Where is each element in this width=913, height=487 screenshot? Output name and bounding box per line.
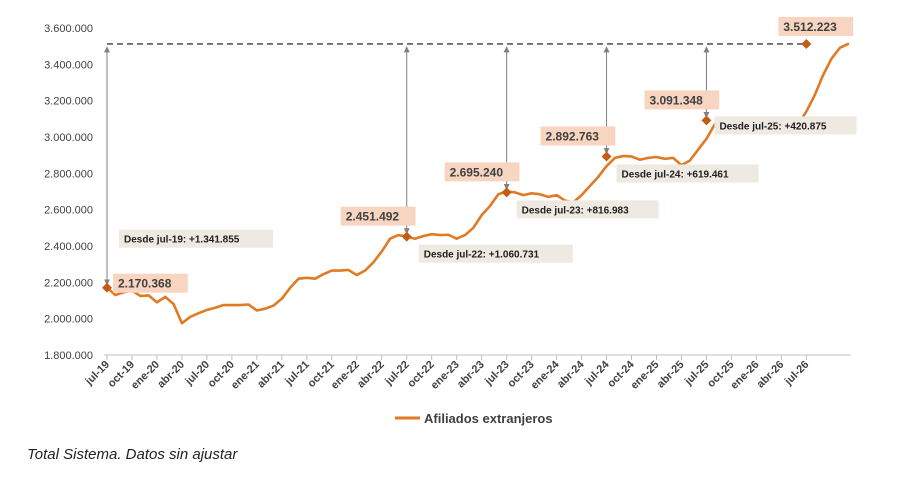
x-tick-label: abr-25 [655, 359, 687, 391]
growth-callout-bg [119, 229, 273, 248]
value-callout-bg [540, 126, 616, 146]
growth-callout-bg [516, 200, 659, 219]
x-tick-label: ene-25 [628, 359, 661, 392]
x-tick-label: abr-23 [455, 359, 487, 391]
x-tick-label: ene-23 [429, 359, 462, 392]
line-chart: 1.800.000 2.000.000 2.200.000 2.400.000 2.60… [44, 16, 857, 426]
growth-callout: Desde jul-24: +619.461 [622, 169, 729, 180]
growth-callout: Desde jul-22: +1.060.731 [424, 250, 540, 261]
x-axis: jul-19oct-19ene-20abr-20jul-20oct-20ene-… [83, 354, 851, 392]
y-tick-label: 3.000.000 [44, 132, 93, 144]
value-callout: 2.451.492 [346, 210, 400, 224]
x-tick-label: abr-24 [555, 358, 587, 390]
value-callout-bg [444, 162, 520, 182]
point-marker [501, 187, 512, 198]
series-line-afiliados-extranjeros [105, 42, 850, 325]
y-tick-label: 2.000.000 [44, 314, 93, 326]
x-tick-label: ene-24 [529, 358, 563, 392]
y-tick-label: 3.400.000 [44, 59, 93, 71]
annotation-labels: 2.170.368 Desde jul-19: +1.341.855 2.451.4… [113, 16, 857, 293]
chart-caption: Total Sistema. Datos sin ajustar [27, 446, 238, 463]
growth-callout: Desde jul-25: +420.875 [719, 121, 826, 132]
legend: Afiliados extranjeros [395, 411, 553, 426]
value-callout: 2.695.240 [450, 165, 504, 179]
x-tick-label: abr-21 [255, 359, 287, 391]
growth-callout-bg [418, 244, 573, 263]
y-tick-label: 2.400.000 [44, 241, 93, 253]
growth-callout: Desde jul-19: +1.341.855 [124, 235, 240, 246]
point-marker [601, 151, 612, 162]
x-tick-label: jul-26 [782, 359, 812, 389]
x-tick-label: ene-21 [229, 359, 262, 392]
growth-callout-bg [616, 164, 759, 183]
growth-callout: Desde jul-23: +816.983 [522, 205, 629, 216]
y-tick-label: 2.600.000 [44, 205, 93, 217]
value-callout-bg [644, 90, 720, 110]
y-axis: 1.800.000 2.000.000 2.200.000 2.400.000 2.60… [44, 23, 93, 362]
y-tick-label: 3.200.000 [44, 96, 93, 108]
value-callout-bg [113, 273, 188, 293]
point-marker [801, 38, 812, 49]
y-tick-label: 2.200.000 [44, 277, 93, 289]
y-tick-label: 2.800.000 [44, 168, 93, 180]
value-callout-bg [340, 206, 416, 226]
value-callout: 2.170.368 [118, 277, 172, 291]
value-callout: 2.892.763 [546, 129, 600, 143]
x-tick-label: abr-22 [355, 359, 387, 391]
growth-callout-bg [714, 116, 857, 135]
y-tick-label: 1.800.000 [44, 350, 93, 362]
x-tick-label: ene-26 [728, 359, 761, 392]
value-callout: 3.512.223 [783, 20, 837, 34]
x-tick-label: ene-22 [329, 359, 362, 392]
x-tick-label: abr-26 [755, 359, 787, 391]
point-marker [401, 231, 412, 242]
value-callout: 3.091.348 [649, 93, 703, 107]
value-callout-bg [778, 16, 854, 36]
x-tick-label: abr-20 [155, 359, 187, 391]
point-marker [701, 115, 712, 126]
x-tick-label: ene-20 [129, 359, 162, 392]
legend-label: Afiliados extranjeros [424, 411, 553, 426]
y-tick-label: 3.600.000 [44, 23, 93, 35]
